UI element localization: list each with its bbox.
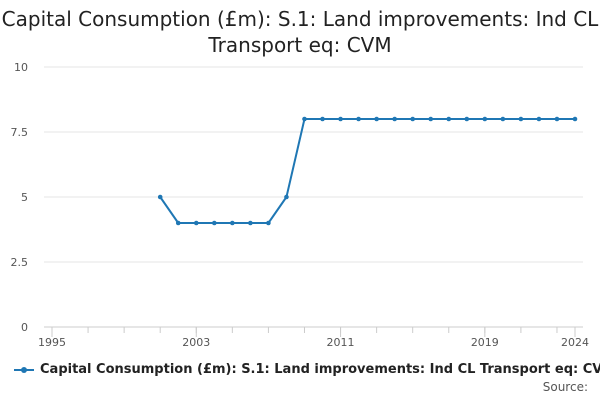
data-point [500,116,506,122]
data-point [572,116,578,122]
chart-title: Capital Consumption (£m): S.1: Land impr… [0,6,600,58]
legend-swatch [14,365,34,375]
data-point [464,116,470,122]
data-point [248,220,253,226]
chart-title-line-1: Capital Consumption (£m): S.1: Land impr… [1,7,599,31]
data-point [157,194,163,200]
data-point [284,194,289,200]
data-point [338,116,343,122]
data-point [193,220,199,226]
y-tick-label: 10 [14,61,28,74]
data-point [230,220,235,226]
data-point [212,220,217,226]
data-point [356,116,361,122]
legend: Capital Consumption (£m): S.1: Land impr… [14,362,600,377]
y-tick-label: 2.5 [11,256,29,269]
data-point [374,116,379,122]
x-tick-label: 1995 [38,336,66,349]
x-tick-label: 2003 [182,336,210,349]
x-tick-label: 2019 [471,336,499,349]
data-point [446,116,452,122]
data-point [554,116,560,122]
x-tick-label: 2024 [561,336,589,349]
data-point [536,116,542,122]
data-point [320,116,325,122]
y-tick-label: 0 [21,321,28,334]
x-tick-label: 2011 [327,336,355,349]
data-point [266,220,271,226]
data-point [518,116,524,122]
data-point [410,116,415,122]
data-point [482,116,488,122]
series-line [159,118,575,224]
data-point [392,116,397,122]
source-label: Source: [542,380,588,394]
data-point [302,116,307,122]
y-tick-label: 7.5 [11,126,29,139]
legend-label: Capital Consumption (£m): S.1: Land impr… [40,362,600,377]
y-tick-label: 5 [21,191,28,204]
data-point [428,116,434,122]
data-point [175,220,181,226]
chart-title-line-2: Transport eq: CVM [208,33,392,57]
